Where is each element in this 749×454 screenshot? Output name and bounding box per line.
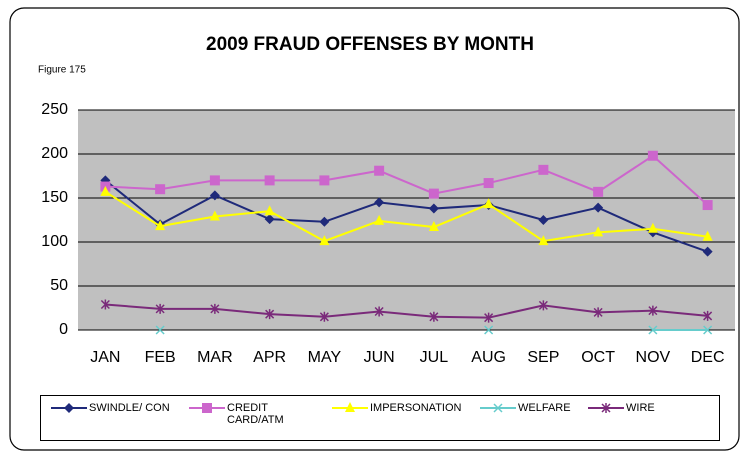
marker: [647, 222, 658, 233]
x-tick-label: OCT: [581, 349, 615, 366]
marker: [155, 184, 166, 195]
legend-label: SWINDLE/ CON: [89, 402, 170, 414]
x-tick-label: MAY: [308, 349, 342, 366]
legend-label: WIRE: [626, 402, 655, 414]
legend-icon: [480, 403, 516, 413]
marker: [428, 203, 439, 214]
marker: [155, 220, 166, 231]
marker: [593, 307, 603, 318]
x-tick-label: MAR: [197, 349, 233, 366]
plot-area: [78, 110, 735, 330]
marker: [702, 230, 713, 241]
marker: [483, 178, 494, 189]
legend-label: IMPERSONATION: [370, 402, 462, 414]
legend-item: IMPERSONATION: [330, 402, 470, 414]
marker: [100, 299, 110, 310]
marker: [209, 175, 220, 186]
series-line: [105, 303, 708, 319]
x-tick-label: JAN: [90, 349, 120, 366]
marker: [155, 303, 165, 314]
marker: [593, 186, 604, 197]
marker: [264, 205, 275, 216]
marker: [319, 175, 330, 186]
y-tick-label: 150: [41, 189, 68, 206]
legend-item: WIRE: [586, 402, 686, 414]
marker: [429, 311, 439, 322]
legend-item: CREDIT CARD/ATM: [187, 402, 322, 426]
marker: [538, 215, 549, 225]
marker: [538, 300, 548, 311]
marker: [483, 198, 494, 209]
marker: [319, 216, 330, 227]
marker: [702, 200, 713, 211]
y-tick-label: 200: [41, 145, 68, 162]
marker: [703, 325, 713, 335]
legend-icon: [51, 403, 87, 413]
x-tick-label: AUG: [471, 349, 506, 366]
x-tick-label: DEC: [691, 349, 725, 366]
y-tick-label: 100: [41, 233, 68, 250]
series-line: [105, 154, 709, 206]
marker: [428, 188, 439, 199]
legend-label: CREDIT CARD/ATM: [227, 402, 284, 426]
x-tick-label: SEP: [527, 349, 559, 366]
series-line: [104, 190, 708, 243]
legend-item: SWINDLE/ CON: [49, 402, 179, 414]
marker: [648, 305, 658, 316]
legend-marker: [493, 403, 503, 413]
marker: [209, 210, 220, 221]
marker: [647, 150, 658, 161]
legend-item: WELFARE: [478, 402, 578, 414]
y-tick-label: 50: [50, 277, 68, 294]
marker: [319, 235, 330, 246]
x-tick-label: APR: [253, 349, 286, 366]
marker: [538, 164, 549, 175]
marker: [703, 310, 713, 321]
legend-marker: [202, 403, 212, 413]
x-tick-label: JUL: [420, 349, 449, 366]
marker: [264, 175, 275, 186]
marker: [374, 197, 385, 208]
legend-marker: [64, 403, 74, 413]
marker: [264, 214, 275, 225]
marker: [702, 246, 713, 257]
marker: [265, 309, 275, 320]
legend-marker: [345, 402, 355, 412]
marker: [319, 311, 329, 322]
marker: [155, 325, 165, 335]
marker: [374, 214, 385, 225]
legend: SWINDLE/ CON CREDIT CARD/ATM IMPERSONATION…: [40, 395, 720, 441]
marker: [593, 202, 604, 213]
chart-title: 2009 FRAUD OFFENSES BY MONTH: [206, 34, 534, 55]
marker: [209, 190, 220, 201]
x-tick-label: NOV: [636, 349, 671, 366]
series-line: [104, 179, 708, 253]
marker: [593, 226, 604, 237]
y-tick-label: 250: [41, 101, 68, 118]
x-tick-label: FEB: [145, 349, 176, 366]
marker: [538, 235, 549, 246]
marker: [374, 306, 384, 317]
legend-icon: [332, 402, 368, 412]
legend-label: WELFARE: [518, 402, 571, 414]
marker: [100, 185, 111, 196]
legend-marker: [601, 403, 611, 413]
marker: [374, 165, 385, 176]
figure-label: Figure 175: [38, 65, 86, 76]
marker: [428, 221, 439, 232]
legend-icon: [588, 403, 624, 413]
marker: [484, 312, 494, 323]
legend-icon: [189, 403, 225, 413]
marker: [484, 325, 494, 335]
marker: [648, 325, 658, 335]
x-tick-label: JUN: [364, 349, 395, 366]
marker: [210, 303, 220, 314]
y-tick-label: 0: [59, 321, 68, 338]
